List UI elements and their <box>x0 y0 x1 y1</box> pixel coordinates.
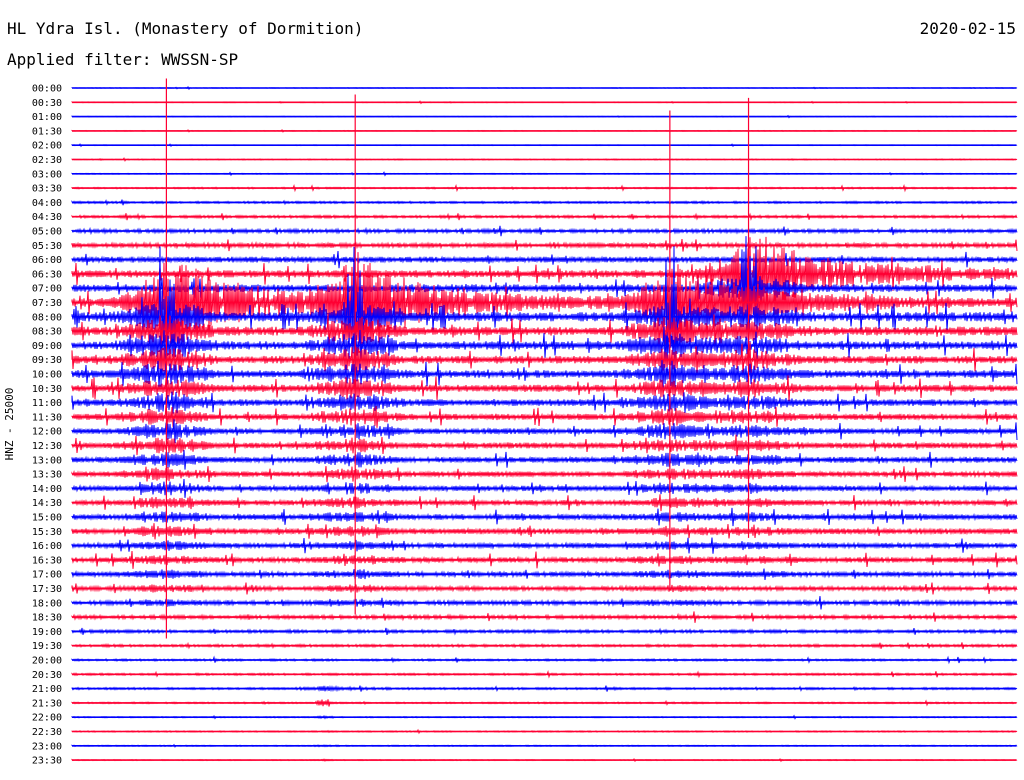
tick-label-0900: 09:00 <box>32 341 62 352</box>
tick-label-2000: 20:00 <box>32 656 62 667</box>
tick-label-1330: 13:30 <box>32 470 62 481</box>
trace-0730 <box>71 252 1018 353</box>
tick-label-0730: 07:30 <box>32 298 62 309</box>
tick-label-0130: 01:30 <box>32 126 62 137</box>
tick-label-1730: 17:30 <box>32 584 62 595</box>
tick-label-1400: 14:00 <box>32 484 62 495</box>
tick-label-0400: 04:00 <box>32 198 62 209</box>
tick-label-1000: 10:00 <box>32 370 62 381</box>
tick-label-1200: 12:00 <box>32 427 62 438</box>
tick-label-1430: 14:30 <box>32 498 62 509</box>
tick-label-1530: 15:30 <box>32 527 62 538</box>
tick-label-1700: 17:00 <box>32 570 62 581</box>
trace-group <box>71 78 1018 763</box>
tick-label-1930: 19:30 <box>32 641 62 652</box>
tick-label-1300: 13:00 <box>32 455 62 466</box>
trace-0900 <box>71 326 1018 365</box>
trace-1000 <box>71 360 1018 388</box>
tick-label-2230: 22:30 <box>32 727 62 738</box>
tick-label-0830: 08:30 <box>32 327 62 338</box>
tick-label-1800: 18:00 <box>32 598 62 609</box>
tick-label-0200: 02:00 <box>32 141 62 152</box>
tick-label-0700: 07:00 <box>32 284 62 295</box>
tick-label-2300: 23:00 <box>32 741 62 752</box>
tick-label-2130: 21:30 <box>32 698 62 709</box>
tick-label-2200: 22:00 <box>32 713 62 724</box>
tick-label-1030: 10:30 <box>32 384 62 395</box>
date-label: 2020-02-15 <box>919 19 1016 38</box>
tick-label-0930: 09:30 <box>32 355 62 366</box>
tick-label-1900: 19:00 <box>32 627 62 638</box>
tick-label-1500: 15:00 <box>32 513 62 524</box>
tick-label-0430: 04:30 <box>32 212 62 223</box>
tick-label-0330: 03:30 <box>32 184 62 195</box>
tick-label-0630: 06:30 <box>32 269 62 280</box>
station-title: HL Ydra Isl. (Monastery of Dormition) <box>7 19 364 38</box>
tick-label-1230: 12:30 <box>32 441 62 452</box>
tick-label-0300: 03:00 <box>32 169 62 180</box>
filter-label: Applied filter: WWSSN-SP <box>7 50 239 69</box>
tick-label-0000: 00:00 <box>32 84 62 95</box>
tick-label-0800: 08:00 <box>32 312 62 323</box>
trace-0930 <box>71 342 1018 378</box>
tick-label-group: 00:00 00:30 01:00 01:30 02:00 02:30 03:00 03:30… <box>32 84 62 767</box>
tick-label-0530: 05:30 <box>32 241 62 252</box>
tick-label-1130: 11:30 <box>32 412 62 423</box>
tick-label-0100: 01:00 <box>32 112 62 123</box>
tick-label-0230: 02:30 <box>32 155 62 166</box>
tick-label-1600: 16:00 <box>32 541 62 552</box>
tick-label-1100: 11:00 <box>32 398 62 409</box>
tick-label-2030: 20:30 <box>32 670 62 681</box>
tick-label-1630: 16:30 <box>32 555 62 566</box>
tick-label-0030: 00:30 <box>32 98 62 109</box>
tick-label-0500: 05:00 <box>32 227 62 238</box>
tick-label-0600: 06:00 <box>32 255 62 266</box>
tick-label-2100: 21:00 <box>32 684 62 695</box>
tick-label-2330: 23:30 <box>32 756 62 767</box>
tick-label-1830: 18:30 <box>32 613 62 624</box>
